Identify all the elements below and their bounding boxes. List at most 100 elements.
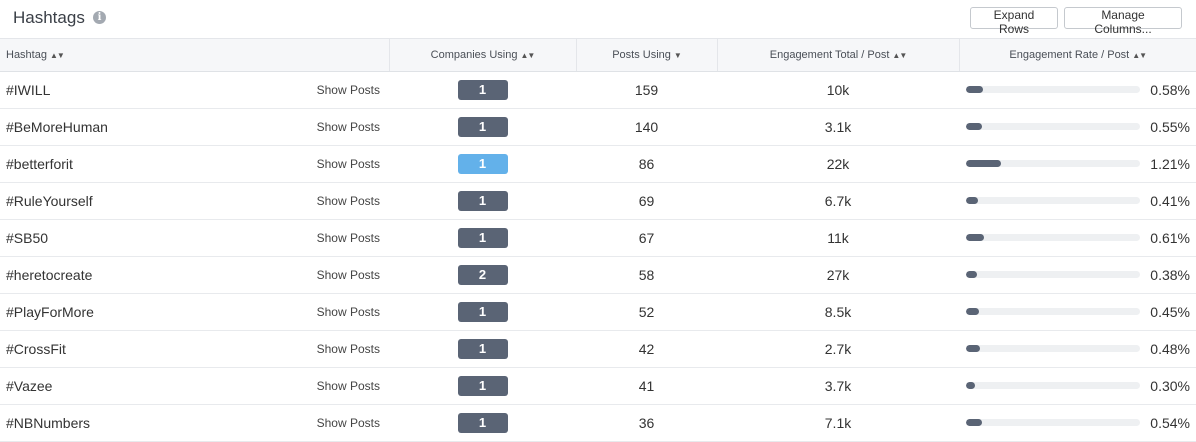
info-icon[interactable]: i <box>93 11 106 24</box>
engagement-total-cell: 8.5k <box>717 293 959 331</box>
engagement-total-cell: 3.1k <box>717 108 959 146</box>
engagement-total-cell: 3.7k <box>717 367 959 405</box>
companies-using-cell: 1 <box>389 330 576 368</box>
companies-count-badge[interactable]: 1 <box>457 228 508 248</box>
engagement-rate-value: 0.48% <box>1150 341 1190 357</box>
engagement-rate-value: 0.58% <box>1150 82 1190 98</box>
column-header-label: Companies Using <box>430 49 518 61</box>
engagement-rate-value: 0.41% <box>1150 193 1190 209</box>
companies-count-badge[interactable]: 1 <box>457 117 508 137</box>
show-posts-link[interactable]: Show Posts <box>316 268 380 282</box>
column-header-label: Engagement Total / Post <box>769 49 890 61</box>
engagement-rate-bar <box>966 160 1140 167</box>
table-row: #heretocreate Show Posts 2 58 27k 0.38% <box>0 256 1196 294</box>
table-row: #RuleYourself Show Posts 1 69 6.7k 0.41% <box>0 182 1196 220</box>
table-row: #BeMoreHuman Show Posts 1 140 3.1k 0.55% <box>0 108 1196 146</box>
engagement-rate-cell: 0.38% <box>959 256 1196 294</box>
engagement-rate-bar-fill <box>966 197 978 204</box>
companies-using-cell: 1 <box>389 404 576 442</box>
engagement-rate-bar <box>966 234 1140 241</box>
companies-using-cell: 2 <box>389 256 576 294</box>
posts-using-cell: 42 <box>576 330 717 368</box>
companies-count-badge[interactable]: 1 <box>457 413 508 433</box>
posts-using-cell: 36 <box>576 404 717 442</box>
column-header-companies-using[interactable]: Companies Using ▲▼ <box>388 39 576 72</box>
engagement-rate-bar <box>966 382 1140 389</box>
companies-count-badge[interactable]: 2 <box>457 265 508 285</box>
show-posts-link[interactable]: Show Posts <box>316 231 380 245</box>
engagement-rate-bar <box>966 271 1140 278</box>
engagement-total-cell: 22k <box>717 145 959 183</box>
hashtag-cell: #CrossFit Show Posts <box>0 330 389 368</box>
companies-using-cell: 1 <box>389 293 576 331</box>
hashtag-name: #CrossFit <box>6 341 66 357</box>
engagement-rate-cell: 0.58% <box>959 71 1196 109</box>
companies-using-cell: 1 <box>389 219 576 257</box>
expand-rows-button[interactable]: Expand Rows <box>970 7 1058 36</box>
show-posts-link[interactable]: Show Posts <box>316 83 380 97</box>
table-row: #IWILL Show Posts 1 159 10k 0.58% <box>0 71 1196 109</box>
engagement-rate-bar-fill <box>966 234 984 241</box>
engagement-rate-cell: 0.55% <box>959 108 1196 146</box>
sort-both-icon: ▲▼ <box>49 51 65 60</box>
engagement-rate-bar-fill <box>966 160 1002 167</box>
column-header-posts-using[interactable]: Posts Using ▼ <box>575 39 717 72</box>
companies-count-badge[interactable]: 1 <box>457 191 508 211</box>
manage-columns-button[interactable]: Manage Columns... <box>1064 7 1182 36</box>
companies-using-cell: 1 <box>389 182 576 220</box>
companies-count-badge[interactable]: 1 <box>457 154 508 174</box>
engagement-rate-bar <box>966 123 1140 130</box>
posts-using-cell: 86 <box>576 145 717 183</box>
engagement-rate-bar-fill <box>966 308 980 315</box>
companies-count-badge[interactable]: 1 <box>457 80 508 100</box>
hashtag-name: #SB50 <box>6 230 49 246</box>
column-header-engagement-total[interactable]: Engagement Total / Post ▲▼ <box>716 39 959 72</box>
engagement-rate-bar-fill <box>966 271 978 278</box>
hashtag-name: #heretocreate <box>6 267 93 283</box>
companies-count-badge[interactable]: 1 <box>457 376 508 396</box>
hashtag-cell: #RuleYourself Show Posts <box>0 182 389 220</box>
table-row: #PlayForMore Show Posts 1 52 8.5k 0.45% <box>0 293 1196 331</box>
posts-using-cell: 41 <box>576 367 717 405</box>
engagement-rate-value: 0.55% <box>1150 119 1190 135</box>
engagement-total-cell: 27k <box>717 256 959 294</box>
table-row: #betterforit Show Posts 1 86 22k 1.21% <box>0 145 1196 183</box>
show-posts-link[interactable]: Show Posts <box>316 120 380 134</box>
engagement-rate-cell: 0.54% <box>959 404 1196 442</box>
column-header-hashtag[interactable]: Hashtag ▲▼ <box>0 39 389 72</box>
sort-desc-icon: ▼ <box>673 51 682 60</box>
engagement-rate-cell: 0.41% <box>959 182 1196 220</box>
hashtag-name: #betterforit <box>6 156 73 172</box>
column-header-label: Hashtag <box>6 49 47 61</box>
hashtag-name: #PlayForMore <box>6 304 94 320</box>
show-posts-link[interactable]: Show Posts <box>316 342 380 356</box>
engagement-rate-bar-fill <box>966 345 980 352</box>
show-posts-link[interactable]: Show Posts <box>316 379 380 393</box>
posts-using-cell: 69 <box>576 182 717 220</box>
engagement-rate-bar <box>966 197 1140 204</box>
engagement-total-cell: 7.1k <box>717 404 959 442</box>
table-row: #Vazee Show Posts 1 41 3.7k 0.30% <box>0 367 1196 405</box>
engagement-rate-cell: 0.45% <box>959 293 1196 331</box>
show-posts-link[interactable]: Show Posts <box>316 194 380 208</box>
show-posts-link[interactable]: Show Posts <box>316 305 380 319</box>
engagement-rate-bar-fill <box>966 123 982 130</box>
panel-title: Hashtags <box>13 8 85 27</box>
show-posts-link[interactable]: Show Posts <box>316 416 380 430</box>
engagement-total-cell: 6.7k <box>717 182 959 220</box>
show-posts-link[interactable]: Show Posts <box>316 157 380 171</box>
hashtag-cell: #NBNumbers Show Posts <box>0 404 389 442</box>
hashtags-table: Hashtag ▲▼ Companies Using ▲▼ Posts Using ▼… <box>0 39 1196 442</box>
engagement-rate-bar-fill <box>966 86 983 93</box>
engagement-rate-value: 0.61% <box>1150 230 1190 246</box>
hashtag-cell: #BeMoreHuman Show Posts <box>0 108 389 146</box>
hashtag-name: #BeMoreHuman <box>6 119 108 135</box>
engagement-rate-cell: 0.61% <box>959 219 1196 257</box>
column-header-engagement-rate[interactable]: Engagement Rate / Post ▲▼ <box>958 39 1196 72</box>
companies-count-badge[interactable]: 1 <box>457 339 508 359</box>
companies-count-badge[interactable]: 1 <box>457 302 508 322</box>
hashtag-cell: #betterforit Show Posts <box>0 145 389 183</box>
engagement-total-cell: 11k <box>717 219 959 257</box>
engagement-rate-cell: 0.30% <box>959 367 1196 405</box>
hashtag-cell: #heretocreate Show Posts <box>0 256 389 294</box>
